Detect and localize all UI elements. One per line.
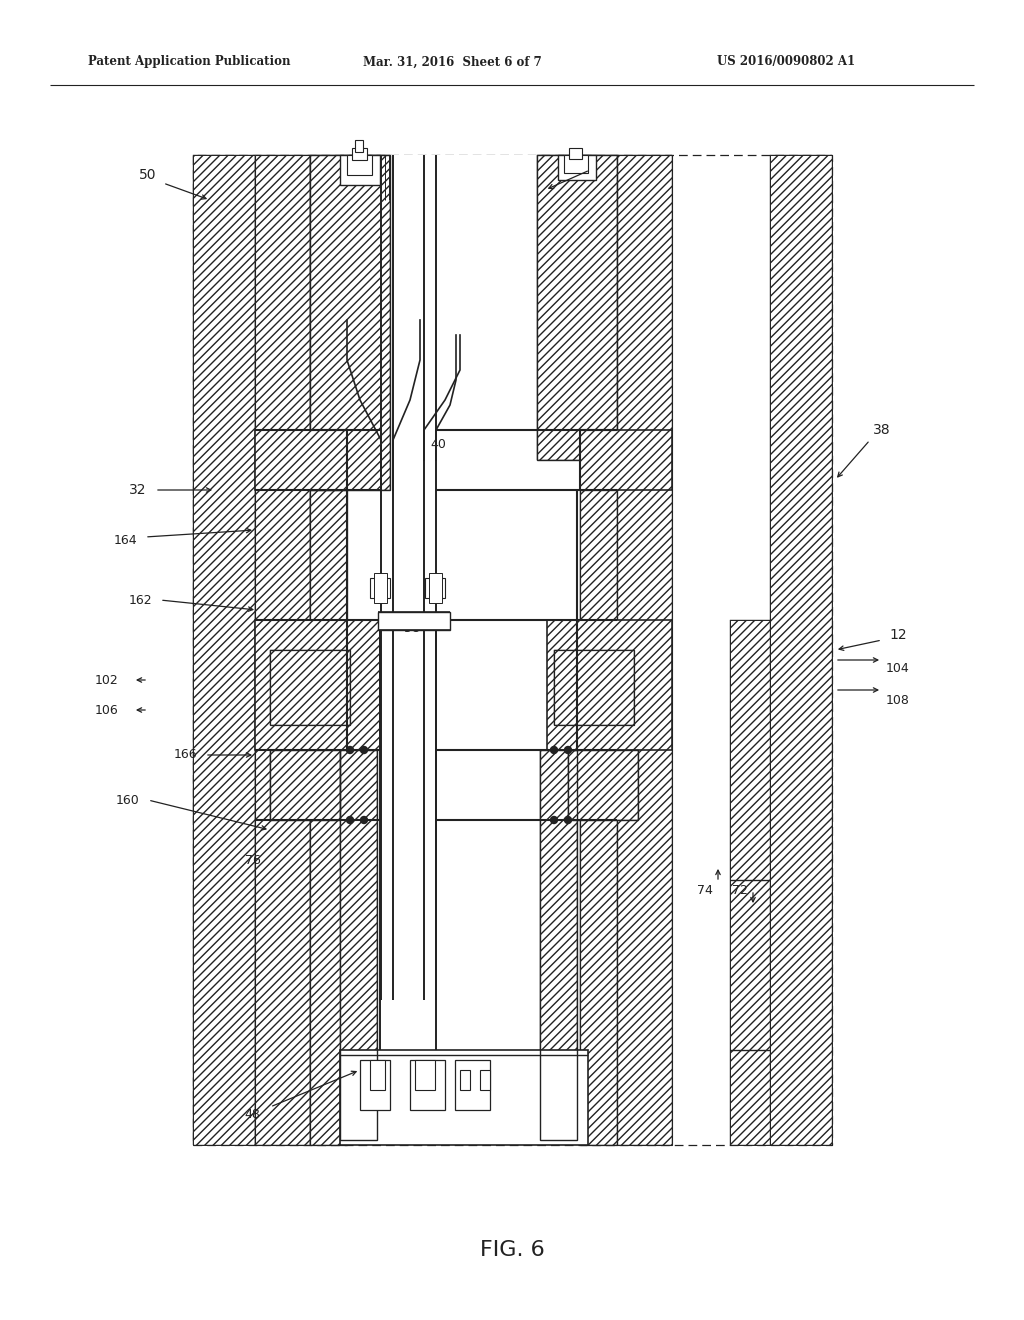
Bar (374, 573, 387, 603)
Bar (310, 490, 347, 1144)
Text: 166: 166 (640, 668, 664, 681)
Bar (547, 620, 672, 750)
Text: Mar. 31, 2016  Sheet 6 of 7: Mar. 31, 2016 Sheet 6 of 7 (362, 55, 542, 69)
Circle shape (564, 747, 571, 754)
Bar (255, 154, 310, 1144)
Bar (429, 573, 442, 603)
Bar (310, 490, 347, 1144)
Bar (580, 430, 672, 490)
Bar (360, 1060, 390, 1110)
Bar (340, 750, 377, 1140)
Bar (270, 649, 350, 725)
Bar (255, 620, 380, 750)
Bar (480, 1071, 490, 1090)
Bar (410, 1060, 445, 1110)
Bar (355, 140, 362, 152)
Bar (255, 430, 347, 490)
Text: 58: 58 (404, 622, 420, 635)
Circle shape (360, 747, 368, 754)
Bar (568, 750, 638, 820)
Text: 76: 76 (546, 854, 562, 866)
Text: 108: 108 (886, 693, 910, 706)
Bar (730, 620, 770, 1144)
Bar (345, 1055, 583, 1140)
Bar (193, 154, 255, 1144)
Bar (770, 154, 831, 1144)
Text: 102: 102 (94, 673, 118, 686)
Text: Patent Application Publication: Patent Application Publication (88, 55, 291, 69)
Bar (568, 750, 638, 820)
Bar (415, 1060, 435, 1090)
Bar (537, 154, 617, 459)
Bar (455, 1060, 490, 1110)
Bar (255, 154, 310, 1144)
Text: US 2016/0090802 A1: US 2016/0090802 A1 (717, 55, 855, 69)
Bar (193, 154, 831, 1144)
Bar (617, 154, 672, 1144)
Bar (270, 649, 350, 725)
Text: 74: 74 (697, 883, 713, 896)
Bar (569, 148, 582, 158)
Circle shape (346, 817, 353, 824)
Bar (310, 154, 390, 490)
Text: 162: 162 (128, 594, 152, 606)
Bar (580, 490, 617, 1144)
Circle shape (551, 817, 557, 824)
Text: 212: 212 (628, 693, 651, 706)
Circle shape (360, 817, 368, 824)
Circle shape (346, 747, 353, 754)
Text: FIG. 6: FIG. 6 (479, 1239, 545, 1261)
Text: 66: 66 (580, 849, 596, 862)
Bar (310, 154, 617, 1144)
Text: 38: 38 (873, 422, 891, 437)
Text: 166: 166 (173, 748, 197, 762)
Circle shape (551, 747, 557, 754)
Bar (347, 154, 372, 176)
Bar (270, 750, 340, 820)
Circle shape (564, 817, 571, 824)
Text: 32: 32 (129, 483, 146, 498)
Bar (270, 750, 340, 820)
Text: 34: 34 (591, 156, 608, 170)
Bar (340, 154, 380, 185)
Bar (352, 148, 367, 160)
Text: 40: 40 (430, 438, 445, 451)
Bar (193, 154, 255, 1144)
Bar (617, 154, 672, 1144)
Text: 104: 104 (886, 661, 910, 675)
Bar (255, 430, 347, 490)
Bar (730, 620, 770, 1144)
Text: 72: 72 (732, 883, 748, 896)
Bar (547, 620, 672, 750)
Bar (554, 649, 634, 725)
Bar (580, 430, 672, 490)
Bar (580, 490, 617, 1144)
Text: 106: 106 (94, 704, 118, 717)
Text: 164: 164 (114, 533, 137, 546)
Bar (540, 750, 577, 1140)
Bar (558, 154, 596, 180)
Text: 76: 76 (245, 854, 261, 866)
Text: 50: 50 (139, 168, 157, 182)
Text: 210: 210 (640, 644, 664, 656)
Text: 12: 12 (889, 628, 907, 642)
Bar (537, 154, 617, 459)
Bar (378, 612, 450, 630)
Bar (554, 649, 634, 725)
Bar (340, 1049, 588, 1144)
Bar (564, 154, 588, 173)
Text: 160: 160 (116, 793, 140, 807)
Bar (310, 154, 390, 490)
Bar (770, 154, 831, 1144)
Text: 48: 48 (244, 1109, 260, 1122)
Bar (460, 1071, 470, 1090)
Bar (370, 578, 390, 598)
Bar (255, 620, 380, 750)
Bar (340, 750, 377, 1140)
Bar (370, 1060, 385, 1090)
Bar (540, 750, 577, 1140)
Bar (425, 578, 445, 598)
